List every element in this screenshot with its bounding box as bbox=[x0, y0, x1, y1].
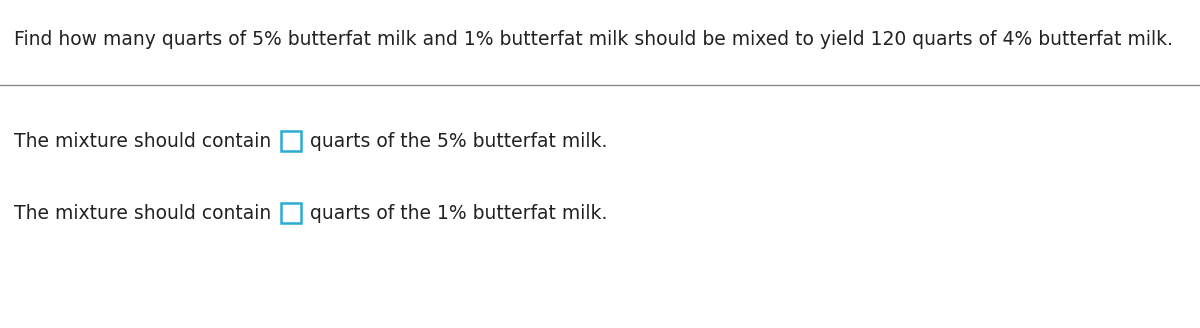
Text: Find how many quarts of 5% butterfat milk and 1% butterfat milk should be mixed : Find how many quarts of 5% butterfat mil… bbox=[14, 30, 1174, 49]
Bar bbox=[281, 203, 301, 223]
Text: The mixture should contain: The mixture should contain bbox=[14, 132, 277, 151]
Bar bbox=[281, 131, 301, 151]
Text: quarts of the 1% butterfat milk.: quarts of the 1% butterfat milk. bbox=[304, 204, 607, 223]
Text: quarts of the 5% butterfat milk.: quarts of the 5% butterfat milk. bbox=[304, 132, 607, 151]
Text: The mixture should contain: The mixture should contain bbox=[14, 204, 277, 223]
